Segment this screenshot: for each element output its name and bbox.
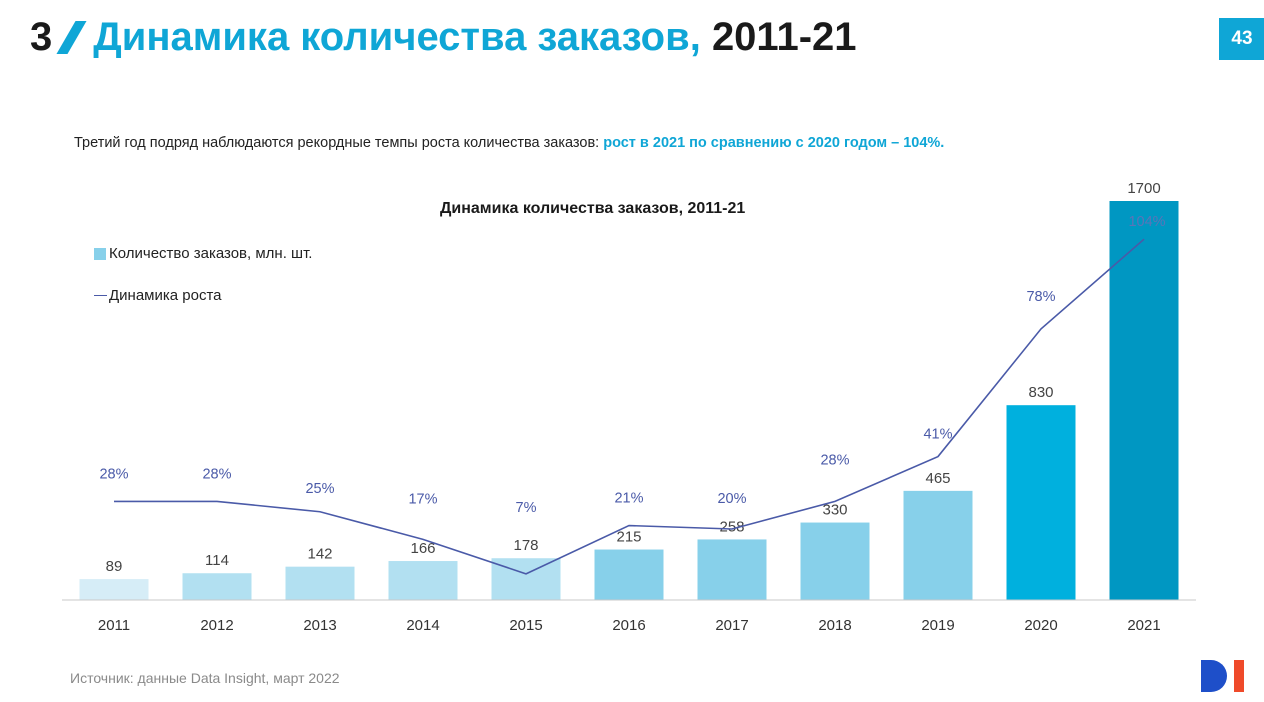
- chart-title: Динамика количества заказов, 2011-21: [440, 200, 746, 217]
- subtitle-text: Третий год подряд наблюдаются рекордные …: [74, 135, 600, 151]
- growth-label-2016: 21%: [614, 491, 643, 507]
- x-tick-label-2014: 2014: [406, 617, 439, 634]
- growth-label-2014: 17%: [408, 491, 437, 507]
- x-tick-label-2016: 2016: [612, 617, 645, 634]
- growth-label-2015: 7%: [516, 500, 537, 516]
- subtitle: Третий год подряд наблюдаются рекордные …: [74, 135, 944, 151]
- bar-2011: [79, 579, 149, 600]
- x-tick-label-2011: 2011: [98, 617, 130, 634]
- x-tick-label-2012: 2012: [200, 617, 233, 634]
- bar-value-label-2020: 830: [1028, 384, 1053, 401]
- x-tick-label-2019: 2019: [921, 617, 954, 634]
- bar-2021: [1109, 201, 1179, 600]
- x-tick-label-2020: 2020: [1024, 617, 1057, 634]
- bar-2014: [388, 561, 458, 600]
- legend-line-icon: [94, 295, 107, 296]
- page-title-years: 2011-21: [711, 15, 857, 59]
- bar-value-label-2021: 1700: [1127, 180, 1160, 197]
- logo-d-shape: [1201, 660, 1227, 692]
- x-tick-label-2021: 2021: [1127, 617, 1160, 634]
- bar-value-label-2017: 258: [719, 518, 744, 535]
- growth-label-2018: 28%: [820, 452, 849, 468]
- logo-i-shape: [1234, 660, 1244, 692]
- bar-value-label-2019: 465: [925, 470, 950, 487]
- data-insight-logo: [1201, 660, 1245, 692]
- bar-2015: [491, 558, 561, 600]
- bar-2019: [903, 490, 973, 600]
- x-tick-label-2013: 2013: [303, 617, 336, 634]
- page-title-main: Динамика количества заказов,: [93, 15, 701, 59]
- growth-label-2012: 28%: [202, 466, 231, 482]
- bar-2017: [697, 539, 767, 600]
- bar-2012: [182, 573, 252, 600]
- bar-value-label-2016: 215: [616, 529, 641, 546]
- x-tick-label-2015: 2015: [509, 617, 542, 634]
- bar-2020: [1006, 405, 1076, 600]
- growth-label-2017: 20%: [717, 491, 746, 507]
- x-axis-labels: 2011 2012 2013 2014 2015 2016 2017 2018 2019 2020…: [98, 617, 1161, 634]
- bar-value-label-2011: 89: [106, 558, 123, 575]
- growth-label-2013: 25%: [305, 481, 334, 497]
- growth-label-2011: 28%: [99, 466, 128, 482]
- page-number-badge: 43: [1219, 18, 1264, 60]
- bar-value-label-2013: 142: [307, 546, 332, 563]
- bar-2018: [800, 522, 870, 600]
- bar-value-labels: 89 114 142 166 178 215 258 330 465 830 1700: [106, 180, 1161, 575]
- growth-label-2019: 41%: [923, 427, 952, 443]
- bar-2016: [594, 549, 664, 600]
- legend-label-growth: Динамика роста: [109, 287, 222, 304]
- legend-swatch-bar-icon: [94, 247, 106, 260]
- bar-series: [79, 201, 1179, 600]
- growth-line: [114, 238, 1145, 575]
- growth-label-2020: 78%: [1026, 289, 1055, 305]
- legend-item-orders: Количество заказов, млн. шт.: [94, 245, 312, 262]
- section-number: 3: [30, 15, 53, 59]
- bar-value-label-2018: 330: [822, 502, 847, 519]
- bar-value-label-2015: 178: [513, 537, 538, 554]
- legend-item-growth: Динамика роста: [94, 287, 222, 304]
- bar-value-label-2012: 114: [205, 552, 229, 569]
- source-note: Источник: данные Data Insight, март 2022: [70, 670, 340, 686]
- page-title: 3 Динамика количества заказов, 2011-21: [30, 10, 857, 64]
- growth-line-series: 28% 28% 25% 17% 7% 21% 20% 28% 41% 78% 104%: [99, 214, 1166, 575]
- growth-label-2021: 104%: [1128, 214, 1165, 230]
- bar-2013: [285, 566, 355, 600]
- x-tick-label-2018: 2018: [818, 617, 851, 634]
- bar-value-label-2014: 166: [410, 540, 435, 557]
- legend-label-orders: Количество заказов, млн. шт.: [109, 245, 313, 262]
- subtitle-highlight: рост в 2021 по сравнению с 2020 годом – …: [603, 135, 945, 151]
- x-tick-label-2017: 2017: [715, 617, 748, 634]
